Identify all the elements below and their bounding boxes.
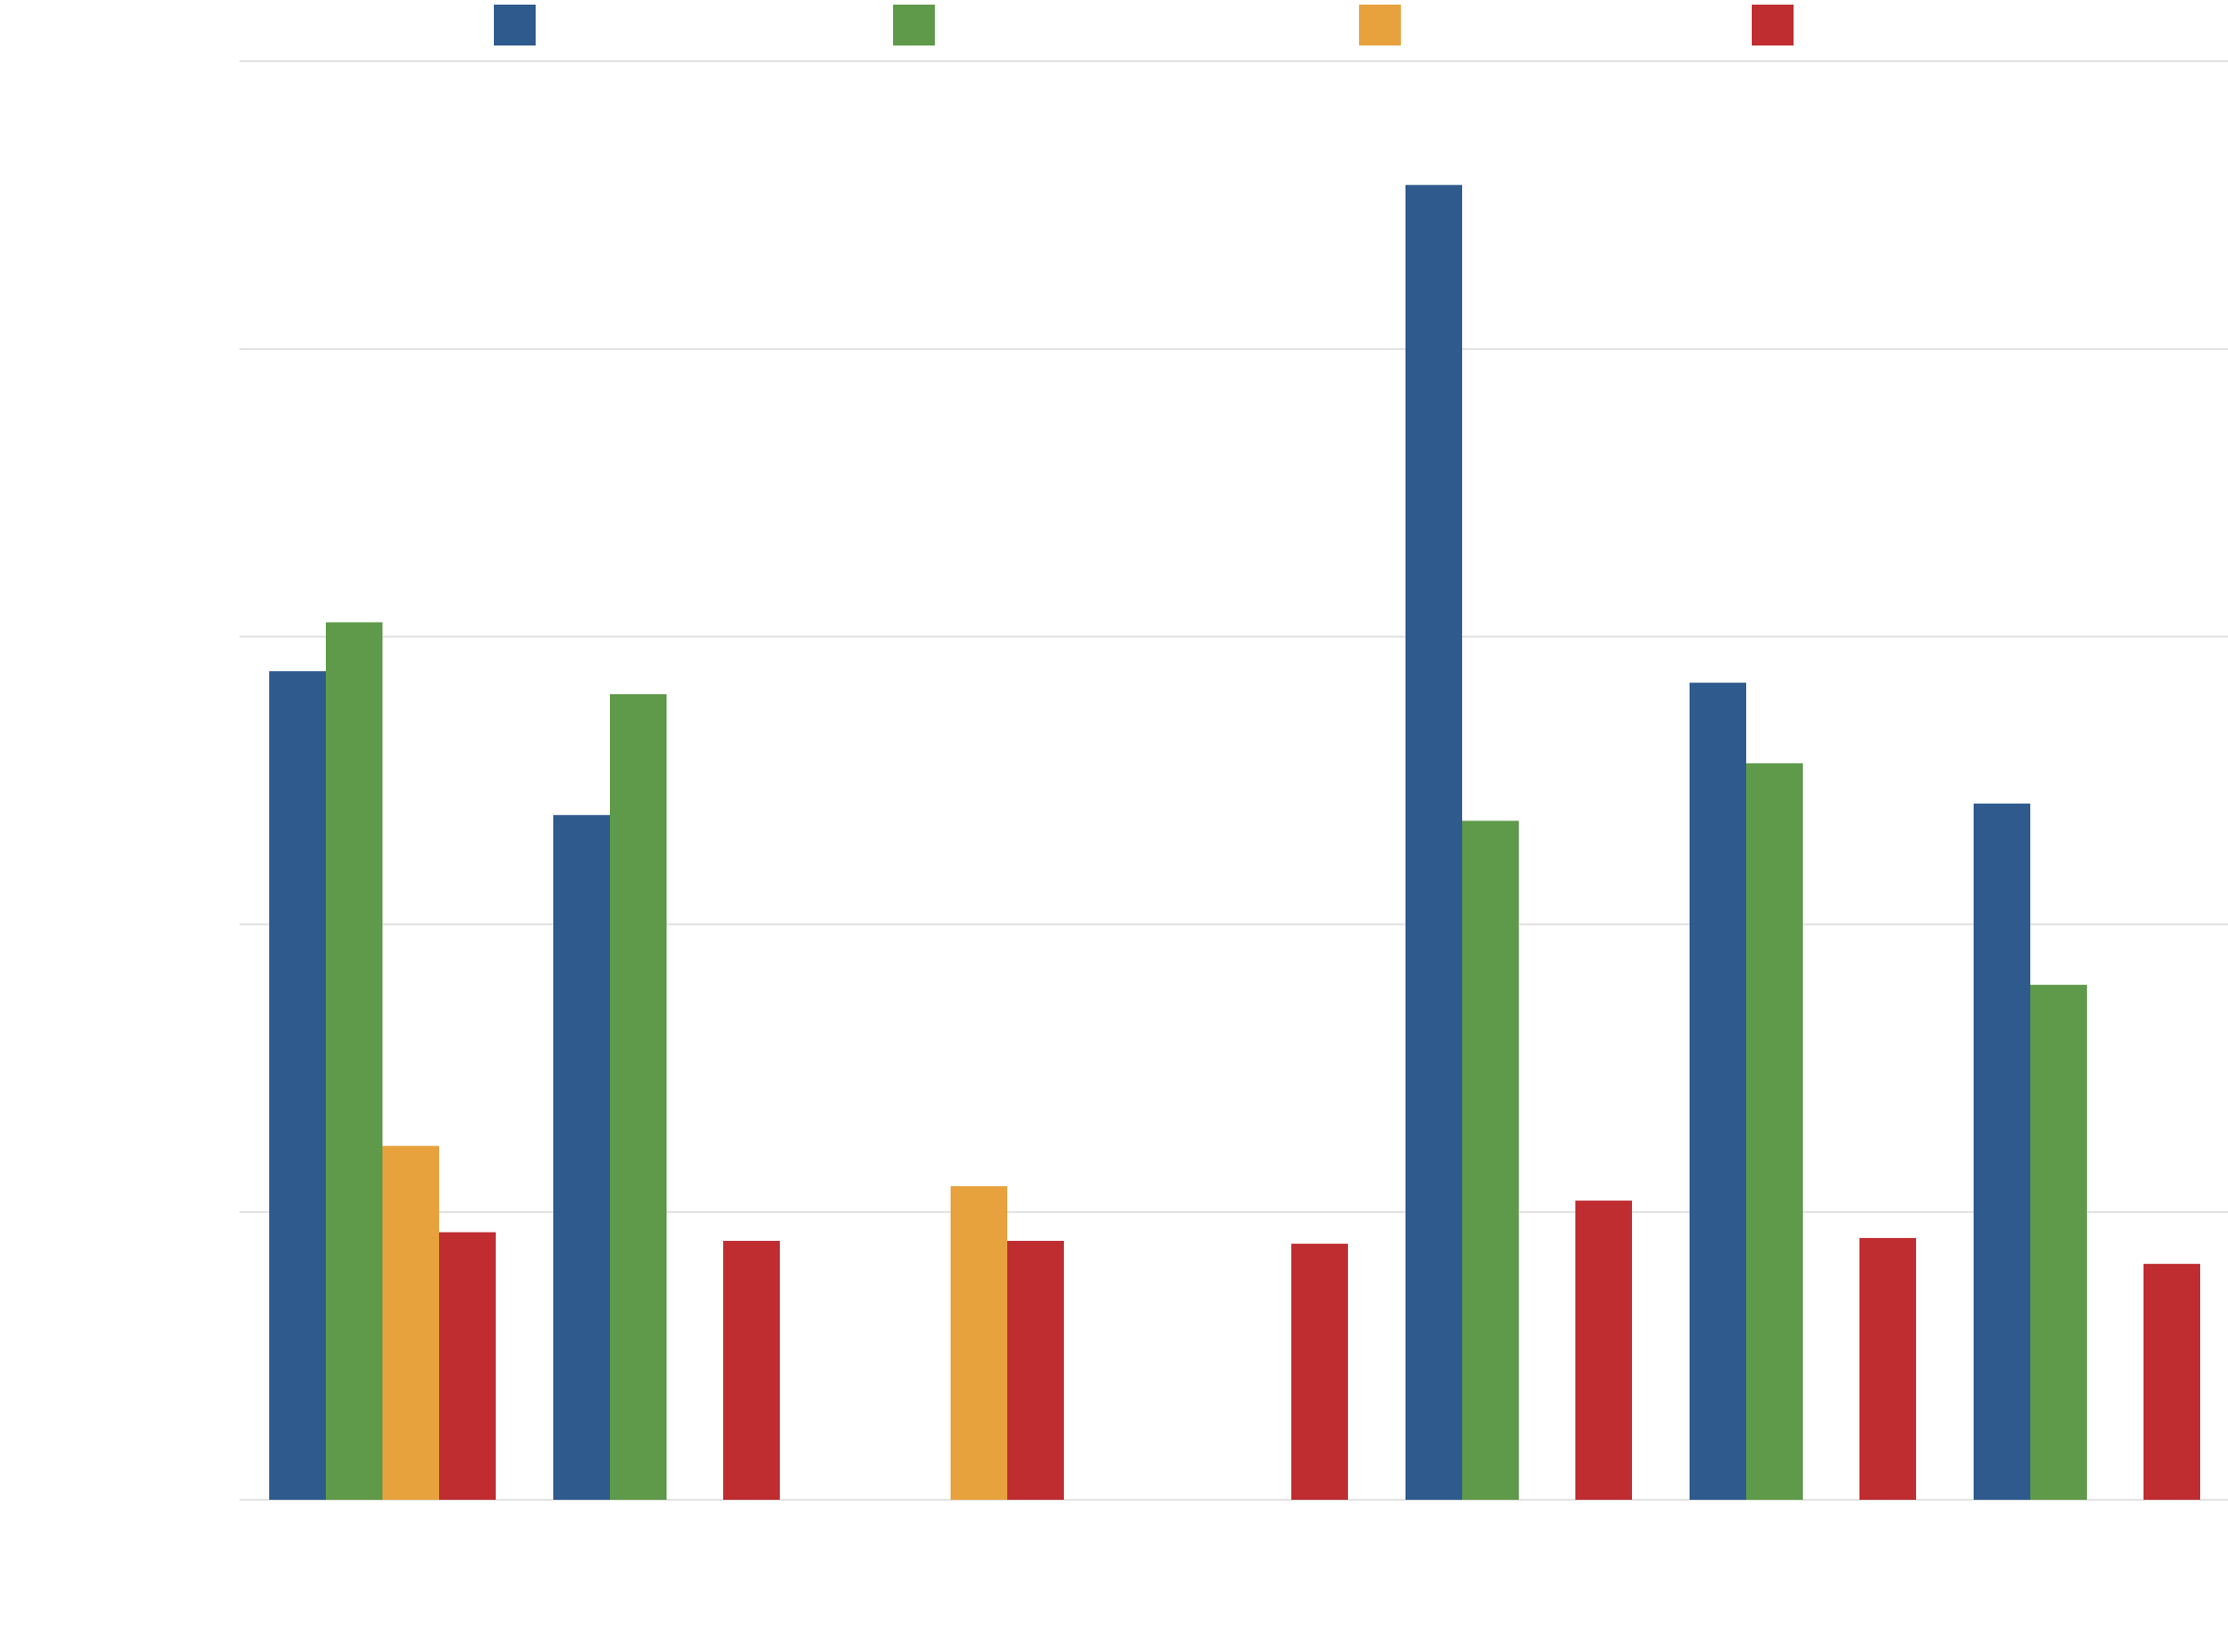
bar-series-1-category-1 xyxy=(269,671,326,1500)
bar-series-4-category-7 xyxy=(2144,1263,2200,1500)
legend xyxy=(494,5,1794,45)
bar-series-3-category-3 xyxy=(951,1186,1007,1500)
legend-swatch-2 xyxy=(893,5,935,45)
bar-series-2-category-1 xyxy=(326,622,382,1500)
legend-swatch-4 xyxy=(1752,5,1794,45)
legend-swatch-1 xyxy=(494,5,536,45)
bar-series-2-category-5 xyxy=(1462,820,1519,1500)
bar-series-3-category-1 xyxy=(382,1145,439,1500)
bar-series-2-category-2 xyxy=(610,694,667,1500)
bar-series-4-category-4 xyxy=(1291,1244,1348,1500)
bars xyxy=(269,185,2200,1500)
grid-lines xyxy=(240,60,2228,1501)
bar-series-4-category-2 xyxy=(723,1241,780,1500)
bar-series-4-category-6 xyxy=(1859,1237,1916,1500)
bar-series-2-category-7 xyxy=(2030,985,2087,1500)
bar-series-4-category-3 xyxy=(1007,1241,1064,1500)
bar-series-1-category-5 xyxy=(1405,185,1462,1500)
bar-series-1-category-6 xyxy=(1690,682,1746,1500)
bar-series-4-category-1 xyxy=(439,1232,496,1500)
bar-series-4-category-5 xyxy=(1575,1200,1632,1500)
bar-series-1-category-7 xyxy=(1974,803,2030,1500)
bar-series-1-category-2 xyxy=(553,815,610,1500)
legend-swatch-3 xyxy=(1359,5,1401,45)
bar-series-2-category-6 xyxy=(1746,763,1803,1500)
